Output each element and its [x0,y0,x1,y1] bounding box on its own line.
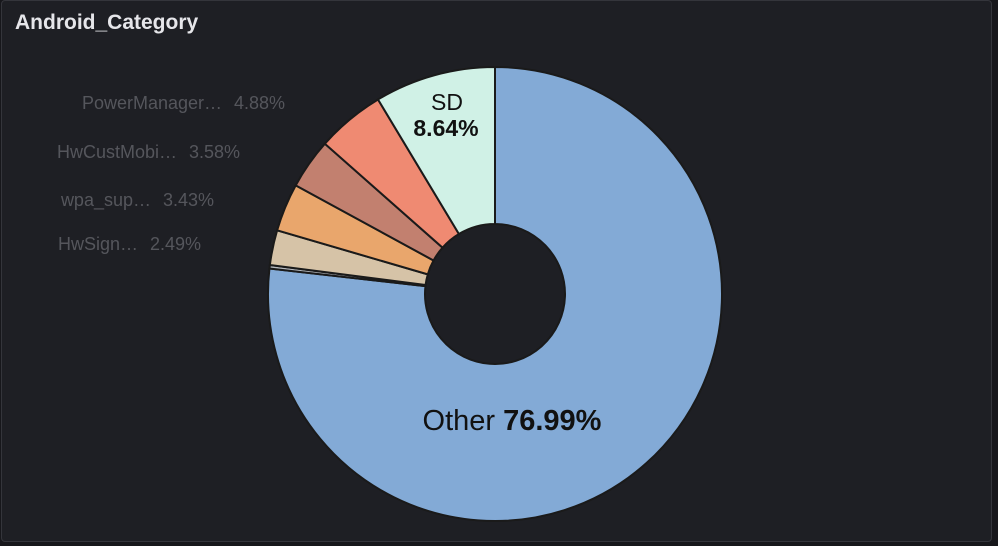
slice-name-hwcustmobi: HwCustMobi… [57,142,177,162]
slice-percent-other: 76.99% [503,405,602,437]
slice-name-other: Other [423,405,504,437]
slice-percent-powermanager: 4.88% [234,93,285,113]
slice-sd[interactable] [376,65,496,236]
panel-title: Android_Category [15,11,199,34]
slice-percent-hwcustmobi: 3.58% [189,142,240,162]
slice-percent-wpa-sup: 3.43% [163,190,214,210]
slice-name-hwsign: HwSign… [58,234,138,254]
slice-name-powermanager: PowerManager… [82,93,222,113]
slice-name-sd: SD [431,89,463,115]
slice-percent-hwsign: 2.49% [150,234,201,254]
slice-other[interactable] [267,65,723,522]
slice-percent-sd: 8.64% [413,115,478,141]
slice-name-wpa-sup: wpa_sup… [60,190,151,211]
slice-label-other: Other 76.99% [423,405,602,437]
